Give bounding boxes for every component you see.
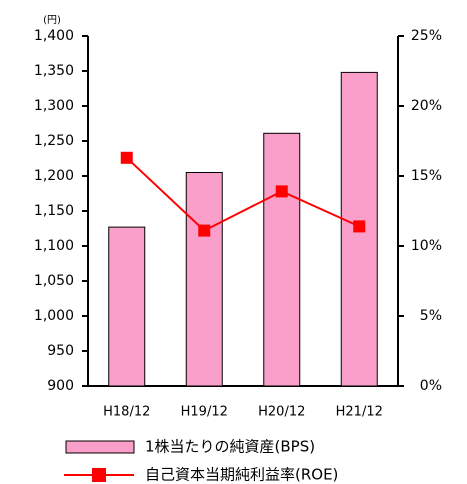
y2-tick-label: 20% — [411, 98, 442, 114]
legend-label: 1株当たりの純資産(BPS) — [145, 438, 315, 456]
marker — [198, 224, 211, 237]
y-unit: (円) — [43, 15, 61, 26]
x-tick-label: H19/12 — [181, 405, 228, 420]
legend-label: 自己資本当期純利益率(ROE) — [145, 466, 338, 484]
y-tick-label: 1,100 — [34, 238, 74, 254]
legend-swatch — [65, 440, 135, 454]
y-tick-label: 1,200 — [34, 168, 74, 184]
y2-tick-label: 15% — [411, 168, 442, 184]
y2-tick-label: 0% — [420, 378, 442, 394]
y-tick-label: 950 — [47, 343, 74, 359]
y-tick-label: 1,000 — [34, 308, 74, 324]
marker — [120, 151, 133, 164]
y-tick-label: 1,250 — [34, 133, 74, 149]
legend-swatch — [92, 468, 106, 482]
x-tick-label: H18/12 — [103, 405, 150, 420]
y-tick-label: 1,400 — [34, 28, 74, 44]
line — [126, 157, 360, 232]
y2-tick-label: 10% — [411, 238, 442, 254]
y-tick-label: 1,300 — [34, 98, 74, 114]
y-tick-label: 900 — [47, 378, 74, 394]
y-tick-label: 1,150 — [34, 203, 74, 219]
y-tick-label: 1,350 — [34, 63, 74, 79]
y2-tick-label: 5% — [420, 308, 442, 324]
x-tick-label: H20/12 — [258, 405, 305, 420]
bar — [185, 172, 223, 387]
marker — [353, 220, 366, 233]
x-tick-label: H21/12 — [336, 405, 383, 420]
y2-tick-label: 25% — [411, 28, 442, 44]
y-tick-label: 1,050 — [34, 273, 74, 289]
marker — [275, 185, 288, 198]
bar — [108, 226, 146, 387]
bar — [263, 132, 301, 387]
